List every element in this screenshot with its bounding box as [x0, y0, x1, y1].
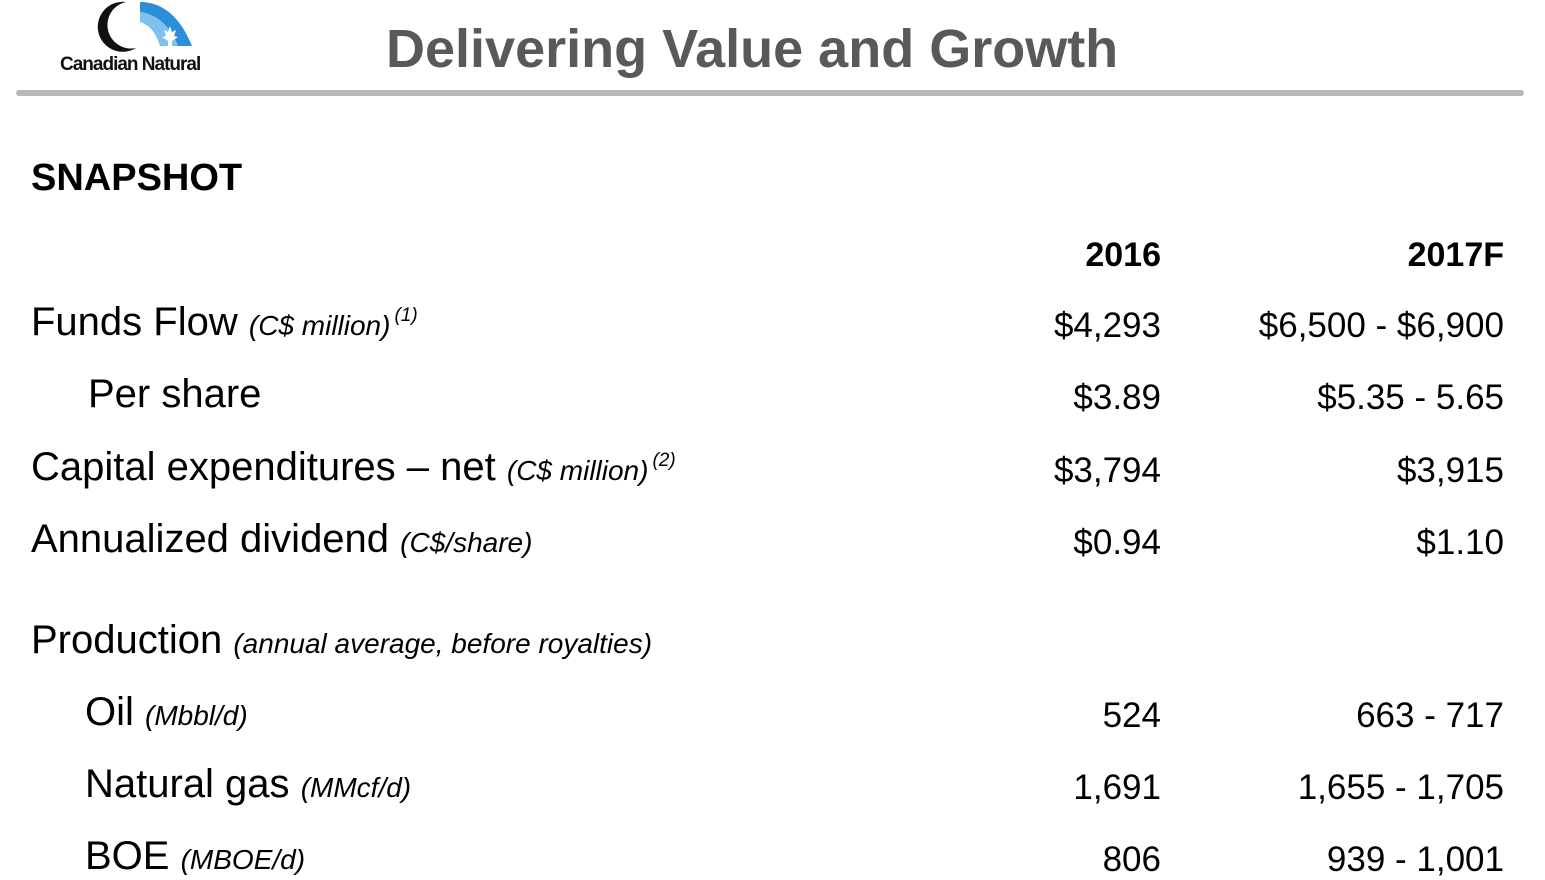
- value-2017f: $3,915: [1396, 451, 1504, 490]
- row-label-text: Capital expenditures – net: [31, 445, 496, 489]
- table-row-boe: BOE (MBOE/d) 806 939 - 1,001: [0, 834, 1545, 880]
- row-label-text: Per share: [88, 372, 262, 416]
- row-label: Natural gas (MMcf/d): [85, 762, 411, 807]
- value-2016: 806: [1102, 840, 1161, 879]
- value-2017f: 939 - 1,001: [1326, 840, 1504, 879]
- table-row-natural-gas: Natural gas (MMcf/d) 1,691 1,655 - 1,705: [0, 762, 1545, 812]
- value-2016: $0.94: [1073, 523, 1161, 562]
- footnote-ref: (2): [652, 450, 676, 471]
- section-title: SNAPSHOT: [31, 157, 243, 199]
- row-unit: (annual average, before royalties): [233, 628, 653, 659]
- column-header-2017f: 2017F: [1407, 236, 1504, 274]
- logo-mark-icon: [97, 1, 192, 52]
- row-unit: (C$ million): [248, 310, 391, 341]
- row-label-text: Oil: [85, 690, 134, 734]
- row-label-text: Funds Flow: [31, 300, 238, 344]
- company-logo: Canadian Natural: [56, 0, 236, 80]
- table-row-oil: Oil (Mbbl/d) 524 663 - 717: [0, 690, 1545, 740]
- row-unit: (C$ million): [506, 455, 649, 486]
- title-divider: [16, 90, 1524, 96]
- row-label-text: Production: [31, 618, 223, 662]
- column-header-2016: 2016: [1085, 236, 1161, 274]
- table-row-capital-expenditures: Capital expenditures – net (C$ million)(…: [0, 445, 1545, 495]
- row-label: Funds Flow (C$ million) (1): [31, 300, 418, 345]
- row-label-text: Annualized dividend: [31, 517, 390, 561]
- row-unit: (MMcf/d): [300, 772, 412, 803]
- logo-wordmark: Canadian Natural: [60, 54, 201, 75]
- value-2017f: 663 - 717: [1356, 696, 1504, 735]
- value-2016: 1,691: [1073, 768, 1161, 807]
- table-row-production: Production (annual average, before royal…: [0, 618, 1545, 668]
- value-2017f: $5.35 - 5.65: [1317, 378, 1504, 417]
- table-row-annualized-dividend: Annualized dividend (C$/share) $0.94 $1.…: [0, 517, 1545, 567]
- row-unit: (Mbbl/d): [145, 700, 248, 731]
- row-label-text: Natural gas: [85, 762, 290, 806]
- row-label: Capital expenditures – net (C$ million)(…: [31, 445, 676, 490]
- footnote-ref: (1): [394, 305, 418, 326]
- value-2016: $3.89: [1073, 378, 1161, 417]
- table-row-per-share: Per share $3.89 $5.35 - 5.65: [0, 372, 1545, 422]
- row-label: Annualized dividend (C$/share): [31, 517, 532, 562]
- value-2016: 524: [1102, 696, 1161, 735]
- value-2016: $4,293: [1053, 306, 1161, 345]
- value-2017f: 1,655 - 1,705: [1297, 768, 1504, 807]
- row-label: Per share: [88, 372, 261, 417]
- value-2017f: $6,500 - $6,900: [1258, 306, 1504, 345]
- row-label-text: BOE: [85, 834, 170, 878]
- value-2016: $3,794: [1053, 451, 1161, 490]
- row-unit: (MBOE/d): [180, 844, 306, 875]
- row-label: Oil (Mbbl/d): [85, 690, 248, 735]
- value-2017f: $1.10: [1416, 523, 1504, 562]
- row-label: Production (annual average, before royal…: [31, 618, 652, 663]
- table-row-funds-flow: Funds Flow (C$ million) (1) $4,293 $6,500…: [0, 300, 1545, 350]
- row-label: BOE (MBOE/d): [85, 834, 305, 879]
- row-unit: (C$/share): [400, 527, 533, 558]
- page-title: Delivering Value and Growth: [386, 19, 1119, 79]
